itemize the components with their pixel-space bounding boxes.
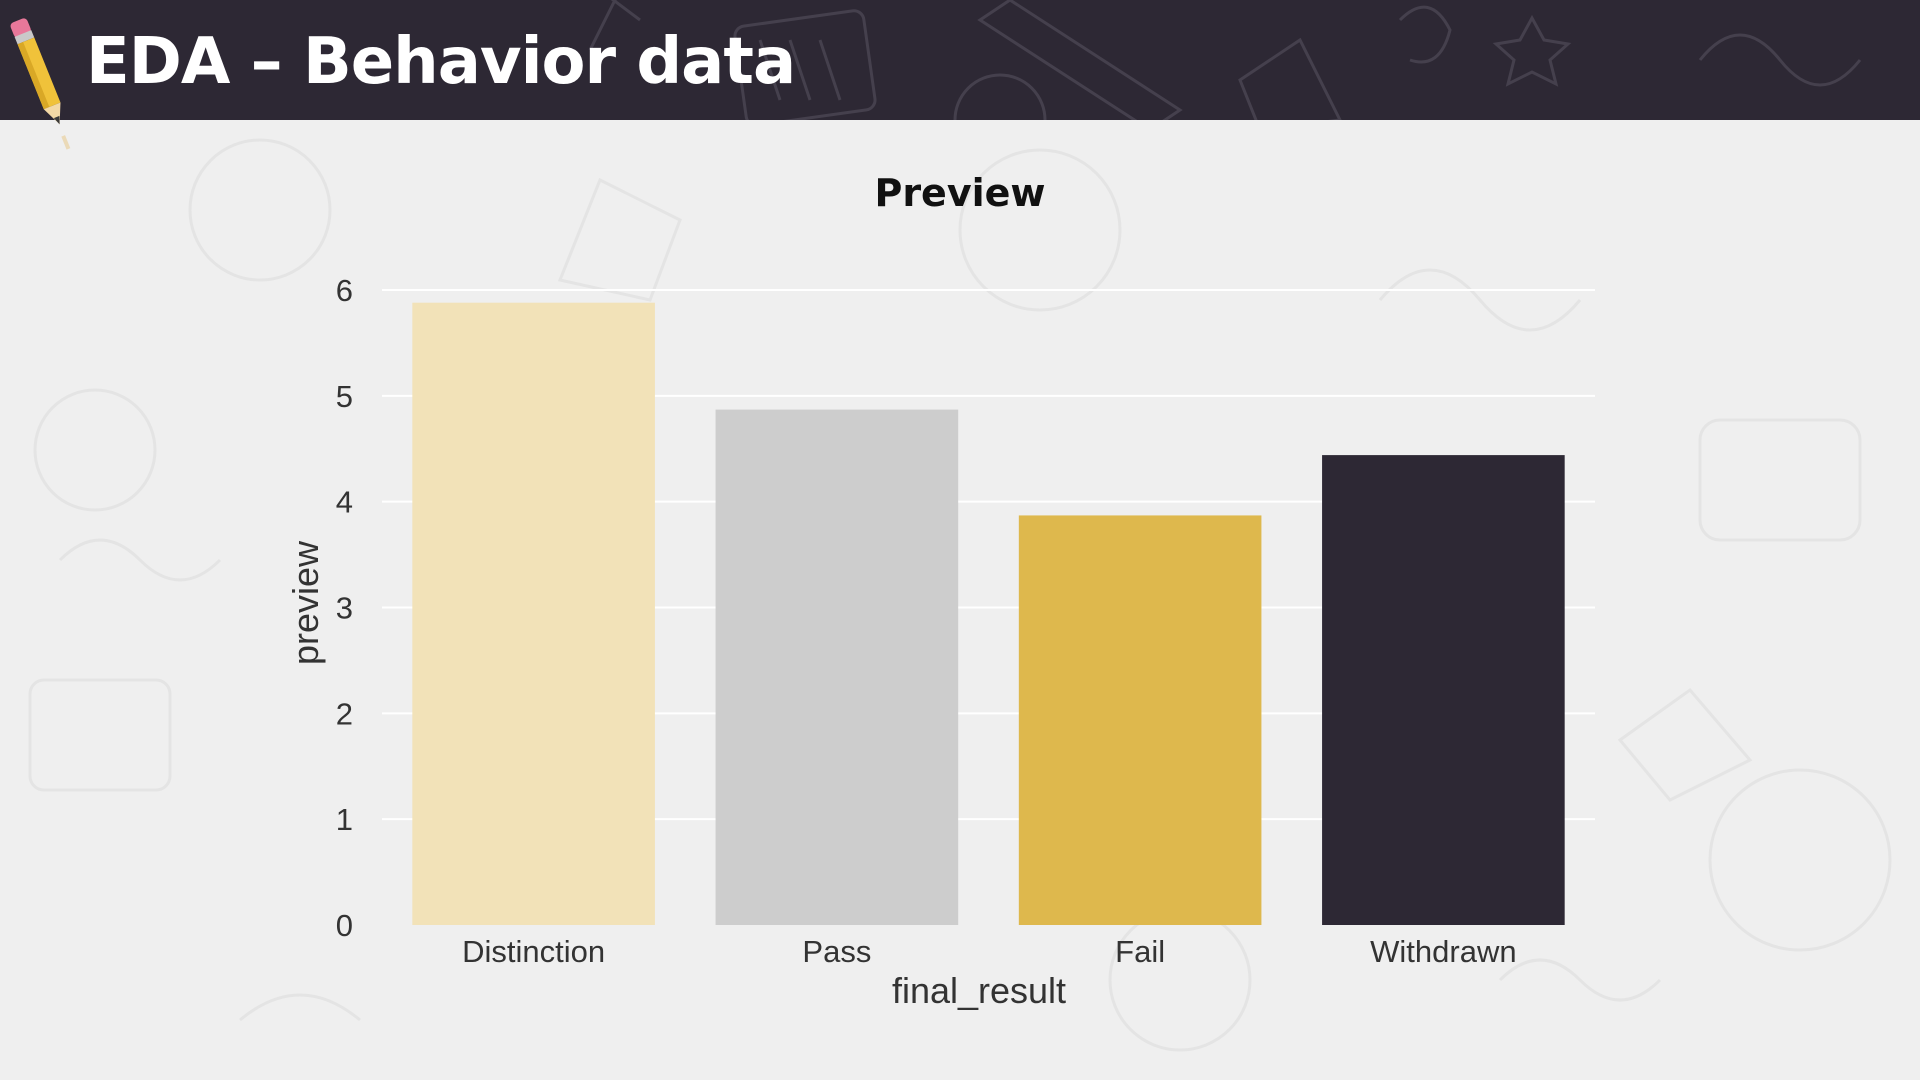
bars [412,302,1565,925]
slide-title: EDA – Behavior data [86,25,796,99]
bar-distinction [412,302,655,925]
x-tick-label-fail: Fail [1115,934,1165,969]
x-tick-label-withdrawn: Withdrawn [1370,934,1516,969]
x-tick-labels: Distinction Pass Fail Withdrawn [462,934,1516,969]
y-tick-label: 6 [336,273,353,308]
y-tick-label: 2 [336,696,353,731]
y-tick-label: 1 [336,802,353,837]
header-doodles [588,0,1862,120]
bar-withdrawn [1322,455,1565,925]
x-tick-label-distinction: Distinction [462,934,605,969]
y-tick-label: 3 [336,591,353,626]
x-tick-label-pass: Pass [802,934,871,969]
chart-title: Preview [874,171,1045,215]
bar-pass [715,409,959,925]
bar-fail [1018,515,1262,925]
y-tick-labels: 0 1 2 3 4 5 6 [336,273,353,943]
y-tick-label: 0 [336,908,353,943]
y-tick-label: 5 [336,379,353,414]
pencil-icon [10,18,71,150]
header-bar [0,0,1920,120]
y-axis-label: preview [285,540,326,665]
y-tick-label: 4 [336,485,353,520]
x-axis-label: final_result [892,970,1066,1011]
